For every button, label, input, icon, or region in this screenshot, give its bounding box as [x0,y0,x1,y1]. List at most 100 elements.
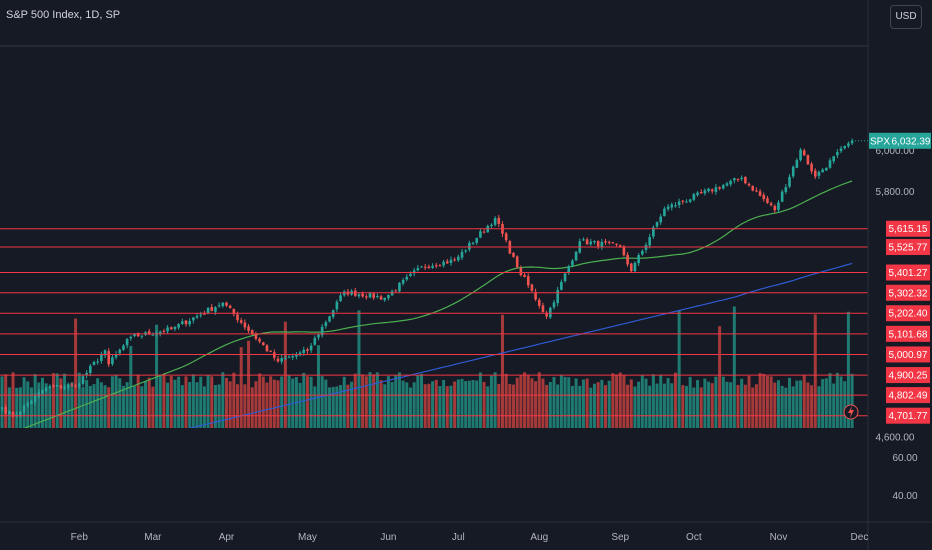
candle-body [655,222,659,227]
candle [37,389,41,399]
volume-bar [795,380,799,428]
candle-body [699,192,703,194]
level-tag [886,387,930,404]
candle-body [30,401,33,404]
candle-body [376,296,379,298]
candle-body [195,315,199,318]
volume-bar [316,345,320,428]
volume-bar [427,383,431,428]
volume-bar [545,384,549,428]
horizontal-levels[interactable]: 5,615.15 5,525.77 5,401.27 5,302.32 5,202.40… [0,220,930,424]
currency-button[interactable]: USD [890,5,922,29]
candle [552,300,556,310]
volume-bar [254,381,258,428]
candle-body [276,358,280,362]
candle-body [545,312,548,317]
lightning-icon[interactable] [843,404,859,420]
candle [641,249,644,256]
candle-body [416,268,420,271]
candle [59,384,63,390]
candle [578,238,582,254]
volume-bar [261,376,265,428]
candle-body [265,345,269,352]
volume-bar [364,376,368,428]
volume-bar [489,375,493,428]
candle-body [184,320,188,325]
volume-bar [754,384,758,428]
candle [22,403,26,416]
volume-bar [762,373,766,428]
candle [74,383,77,389]
candle [81,373,85,387]
candle [526,273,530,288]
candle-body [298,352,302,356]
volume-bar [666,378,670,428]
candle-body [431,265,434,268]
candle-body [232,308,236,315]
candle [582,237,585,242]
volume-bar [243,384,247,428]
candle-body [534,291,537,300]
volume-bar [751,387,755,428]
volume-bar [607,380,611,428]
volume-bar [269,376,273,428]
candle [280,355,283,365]
candle-body [733,178,736,181]
volume-bar [776,380,780,428]
candle [434,262,438,269]
candle-body [41,390,44,394]
candle-body [460,251,464,258]
candle-body [629,263,633,272]
candle [828,157,832,169]
volume-bar [791,386,795,428]
volume-bar [423,384,427,428]
volume-bar [824,378,828,428]
volume-bar [670,383,674,428]
volume-bar [265,382,269,428]
candle-body [725,183,729,186]
candle [714,184,718,195]
volume-bar [206,375,210,428]
volume-bar [596,382,600,428]
candle-body [254,333,258,339]
volume-bar [350,381,354,428]
candle-body [177,324,180,328]
volume-bar [258,373,262,428]
volume-bar [353,373,357,428]
volume-bar [305,376,309,428]
volume-bar [732,306,736,428]
volume-bar [405,382,409,428]
candle [445,259,449,264]
candle [398,281,401,294]
candle-body [287,356,291,358]
level-label: 5,302.32 [889,288,928,299]
candle [295,351,298,360]
candle [114,351,118,360]
candle [696,191,699,197]
volume-bar [548,381,552,428]
candle-body [339,295,342,302]
candle [832,155,835,164]
candle [633,261,637,274]
volume-bar [328,387,332,428]
level-label: 4,900.25 [889,371,928,382]
candle-body [225,302,228,306]
volume-bar [773,382,777,428]
candle-body [556,289,559,304]
candle-body [652,227,655,237]
candle-body [663,208,666,217]
volume-bar [810,385,814,428]
month-tick: Jul [452,532,465,543]
candle-body [147,331,151,335]
volume-bar [611,373,615,428]
candle [339,292,342,303]
volume-bar [604,385,608,428]
volume-bar [743,384,747,428]
volume-bar [224,377,228,428]
volume-bar [788,377,792,428]
volume-bar [640,375,644,428]
candle [471,241,475,246]
candle-body [199,314,203,316]
candle [497,214,501,228]
